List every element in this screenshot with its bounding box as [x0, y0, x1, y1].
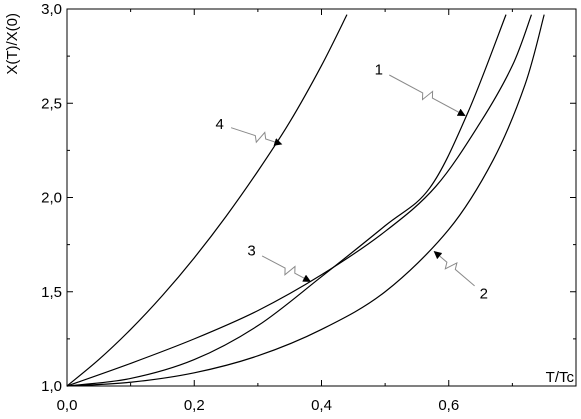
y-axis-label: X(T)/X(0) [4, 13, 21, 75]
y-tick-label: 3,0 [41, 1, 62, 18]
curve-label-4: 4 [216, 116, 224, 133]
x-tick-label: 0,6 [438, 397, 459, 414]
y-tick-label: 1,5 [41, 284, 62, 301]
curve-label-1: 1 [375, 61, 383, 78]
curves-layer [66, 14, 545, 387]
y-tick-label: 1,0 [41, 378, 62, 395]
series-line-4 [66, 14, 348, 387]
series-line-2 [66, 14, 545, 387]
leader-arrow-3 [261, 255, 312, 282]
y-tick-label: 2,5 [41, 95, 62, 112]
leader-arrow-1 [389, 74, 466, 116]
x-tick-label: 0,2 [184, 397, 205, 414]
x-tick-label: 0,4 [311, 397, 332, 414]
x-tick-label: 0,0 [57, 397, 78, 414]
ticks-layer: 0,0 0,2 0,4 0,6 1,0 1,5 2,0 2,5 3,0 [41, 1, 577, 414]
annotations-layer: 1 2 3 4 [216, 61, 488, 302]
series-line-3 [66, 14, 533, 387]
curve-label-2: 2 [480, 286, 488, 303]
leader-arrow-4 [230, 127, 283, 146]
x-axis-label: T/Tc [546, 369, 575, 386]
y-tick-label: 2,0 [41, 190, 62, 207]
series-line-1 [66, 14, 507, 387]
leader-arrow-2 [433, 250, 475, 287]
curve-label-3: 3 [247, 242, 255, 259]
